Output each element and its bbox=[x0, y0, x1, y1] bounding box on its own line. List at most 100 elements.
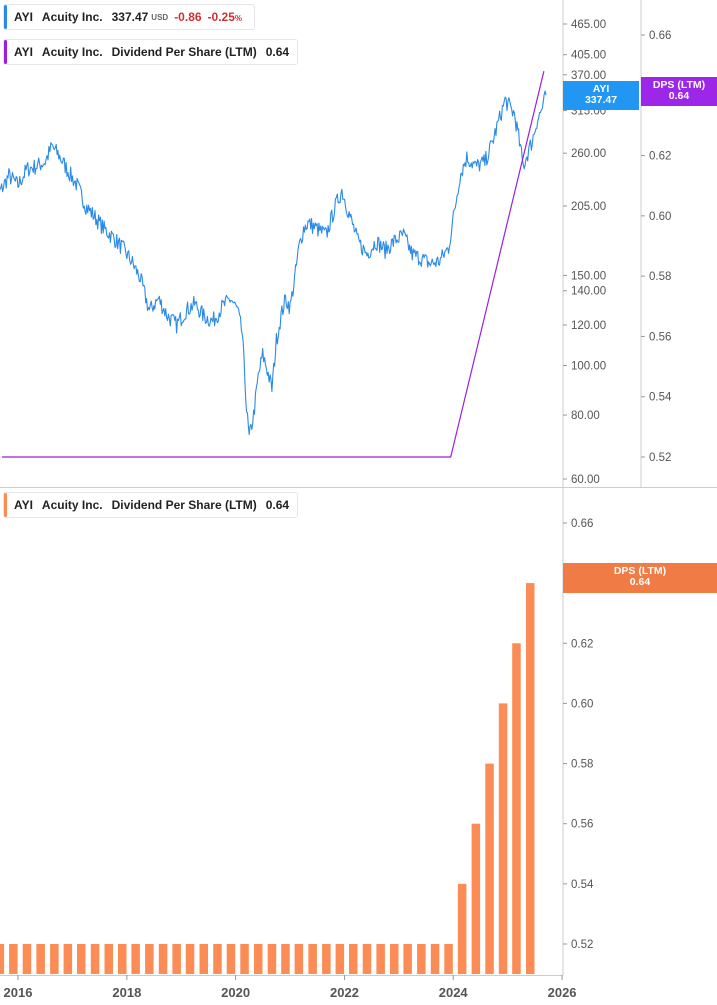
dps-top-tick-label: 0.56 bbox=[649, 331, 671, 343]
dps-bar bbox=[118, 944, 127, 974]
x-tick-label: 2020 bbox=[221, 985, 250, 1000]
price-tick-label: 370.00 bbox=[571, 70, 606, 82]
dps-bar bbox=[213, 944, 222, 974]
price-tick-label: 140.00 bbox=[571, 286, 606, 298]
dps-bar bbox=[22, 944, 32, 974]
dps-bar bbox=[417, 944, 426, 974]
dps-line-badge: DPS (LTM) 0.64 bbox=[641, 77, 717, 106]
legend-ticker: AYI bbox=[14, 10, 33, 24]
dps-top-tick-label: 0.58 bbox=[649, 271, 671, 283]
dps-bar-legend-value: 0.64 bbox=[265, 498, 290, 512]
dps-bar-badge-label: DPS (LTM) bbox=[613, 565, 667, 577]
price-tick-label: 260.00 bbox=[571, 148, 606, 160]
price-tick-label: 60.00 bbox=[571, 474, 600, 486]
dps-bar bbox=[362, 944, 372, 974]
price-tick-label: 465.00 bbox=[571, 19, 606, 31]
legend-currency: USD bbox=[151, 12, 169, 22]
price-legend: AYI Acuity Inc. 337.47 USD -0.86 -0.25% bbox=[3, 4, 255, 30]
dps-bar bbox=[90, 944, 100, 974]
dps-bar bbox=[158, 944, 168, 974]
dps-bar bbox=[294, 944, 304, 974]
dps-bottom-tick-label: 0.54 bbox=[571, 879, 594, 891]
dps-bar bbox=[63, 944, 73, 974]
dps-top-tick-label: 0.54 bbox=[649, 392, 672, 404]
legend-change-pct: -0.25% bbox=[208, 10, 242, 24]
ayi-badge-label: AYI bbox=[592, 83, 610, 95]
dps-bottom-tick-label: 0.58 bbox=[571, 759, 593, 771]
dps-bar bbox=[390, 944, 399, 974]
dps-line-legend-swatch bbox=[4, 40, 7, 64]
price-legend-swatch bbox=[4, 5, 7, 29]
dps-bar bbox=[485, 763, 494, 974]
dps-bar bbox=[430, 944, 440, 974]
dps-bar bbox=[131, 944, 140, 974]
dps-bar bbox=[145, 944, 154, 974]
dps-bar bbox=[471, 823, 481, 974]
dps-bar bbox=[77, 944, 86, 974]
legend-company-name: Acuity Inc. bbox=[41, 10, 103, 24]
dps-bar-legend-swatch bbox=[4, 493, 7, 517]
dps-bar bbox=[457, 883, 467, 974]
dps-bar-badge-value: 0.64 bbox=[629, 576, 651, 588]
dps-bottom-tick-label: 0.52 bbox=[571, 939, 593, 951]
dps-bar bbox=[50, 944, 59, 974]
dps-bar bbox=[104, 944, 113, 974]
ayi-badge-value: 337.47 bbox=[584, 94, 618, 106]
x-tick-label: 2018 bbox=[112, 985, 141, 1000]
dps-bar-legend-company: Acuity Inc. bbox=[41, 498, 103, 512]
dps-bar bbox=[498, 703, 508, 974]
dps-bottom-tick-label: 0.62 bbox=[571, 638, 593, 650]
legend-change-pct-value: -0.25 bbox=[207, 10, 235, 24]
dps-bar bbox=[322, 944, 331, 974]
dps-bottom-tick-label: 0.66 bbox=[571, 518, 593, 530]
dps-line-legend-value: 0.64 bbox=[265, 45, 290, 59]
dps-line-badge-value: 0.64 bbox=[668, 90, 690, 102]
legend-pct-sign: % bbox=[234, 14, 243, 23]
x-tick-label: 2022 bbox=[330, 985, 359, 1000]
dps-bar bbox=[185, 944, 195, 974]
dps-bar bbox=[403, 944, 412, 974]
dps-bar bbox=[36, 944, 45, 974]
dps-line-legend: AYI Acuity Inc. Dividend Per Share (LTM)… bbox=[3, 39, 298, 65]
dps-bar bbox=[254, 944, 263, 974]
price-tick-label: 205.00 bbox=[571, 201, 606, 213]
dps-bar bbox=[0, 944, 5, 974]
dps-line-badge-label: DPS (LTM) bbox=[652, 79, 706, 91]
dps-bottom-tick-label: 0.60 bbox=[571, 698, 593, 710]
dps-bar-legend: AYI Acuity Inc. Dividend Per Share (LTM)… bbox=[3, 492, 298, 518]
dps-line-legend-metric: Dividend Per Share (LTM) bbox=[111, 45, 257, 59]
price-tick-label: 150.00 bbox=[571, 270, 606, 282]
dps-top-tick-label: 0.52 bbox=[649, 452, 671, 464]
dps-bar bbox=[444, 944, 453, 974]
dps-bar bbox=[349, 944, 358, 974]
dps-bar bbox=[376, 944, 385, 974]
dps-bar bbox=[281, 944, 290, 974]
price-line-ayi bbox=[0, 90, 547, 436]
dps-bar bbox=[512, 643, 521, 974]
dps-bar-badge: DPS (LTM) 0.64 bbox=[563, 563, 717, 593]
legend-price: 337.47 bbox=[111, 10, 149, 24]
price-tick-label: 100.00 bbox=[571, 360, 606, 372]
dps-bar-legend-ticker: AYI bbox=[14, 498, 33, 512]
dps-bottom-tick-label: 0.56 bbox=[571, 819, 593, 831]
dps-bar bbox=[308, 944, 317, 974]
dps-bar bbox=[240, 944, 249, 974]
x-tick-label: 2016 bbox=[4, 985, 33, 1000]
dps-bar bbox=[226, 944, 236, 974]
dps-bar bbox=[199, 944, 208, 974]
dps-bar-legend-metric: Dividend Per Share (LTM) bbox=[111, 498, 257, 512]
legend-change: -0.86 bbox=[174, 10, 202, 24]
price-tick-label: 405.00 bbox=[571, 50, 606, 62]
dps-bar bbox=[335, 944, 345, 974]
price-tick-label: 120.00 bbox=[571, 320, 606, 332]
dps-bar bbox=[267, 944, 277, 974]
price-tick-label: 80.00 bbox=[571, 410, 600, 422]
dps-bar bbox=[172, 944, 181, 974]
dps-top-tick-label: 0.60 bbox=[649, 211, 671, 223]
dps-bar bbox=[9, 944, 18, 974]
dps-top-tick-label: 0.66 bbox=[649, 30, 671, 42]
x-tick-label: 2026 bbox=[548, 985, 577, 1000]
dps-line-legend-company: Acuity Inc. bbox=[41, 45, 103, 59]
dps-bar bbox=[526, 583, 535, 974]
dps-top-tick-label: 0.62 bbox=[649, 151, 671, 163]
